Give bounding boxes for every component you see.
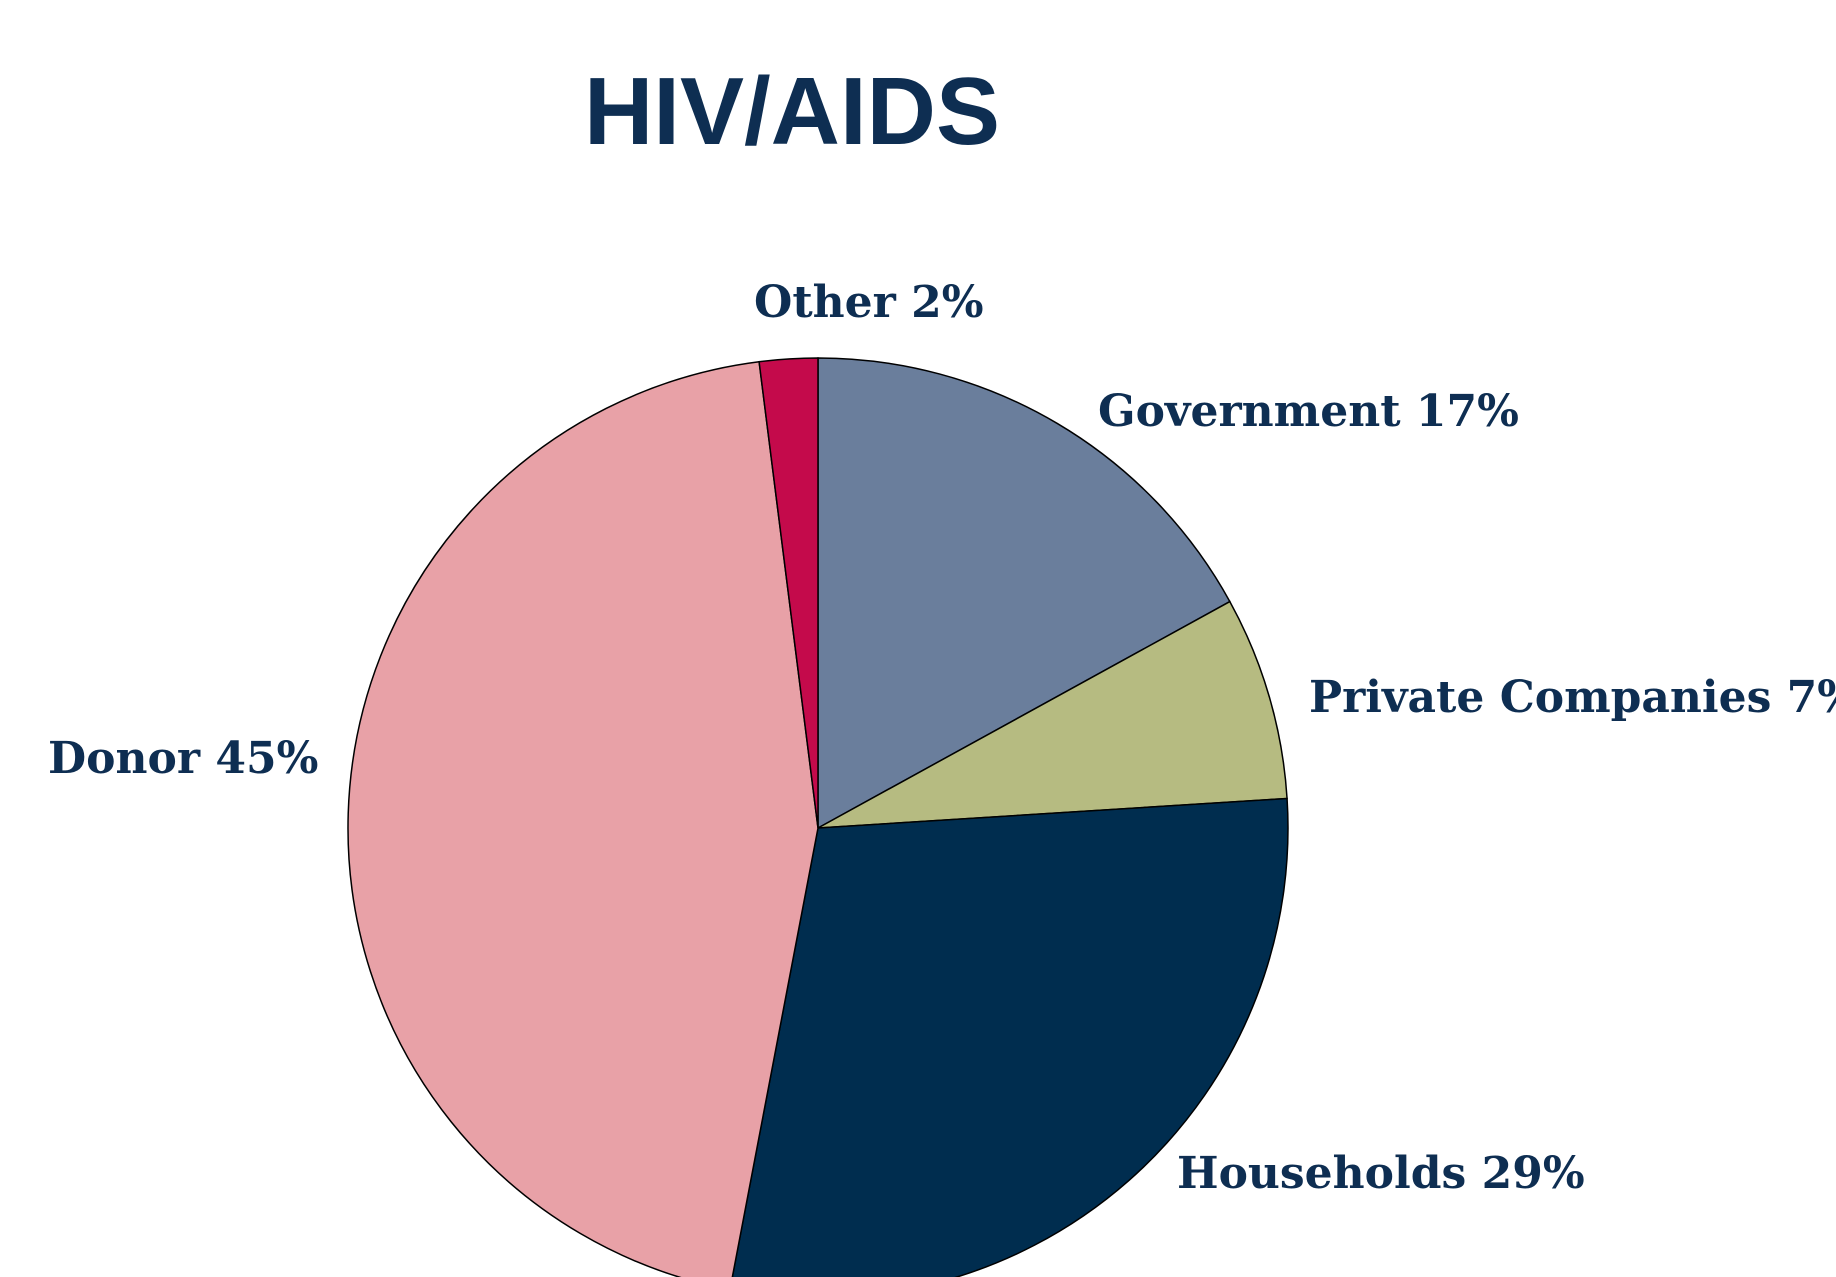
chart-title: HIV/AIDS bbox=[584, 58, 1000, 165]
pie-slice-private-companies bbox=[817, 600, 1288, 829]
slice-label-other: Other 2% bbox=[754, 277, 984, 328]
slice-label-households: Households 29% bbox=[1177, 1148, 1585, 1199]
slice-label-donor: Donor 45% bbox=[48, 733, 318, 784]
pie-slice-other bbox=[758, 357, 819, 829]
pie-slice-government bbox=[817, 357, 1231, 830]
pie-slice-households bbox=[731, 797, 1289, 1277]
slice-label-private-companies: Private Companies 7% bbox=[1309, 672, 1836, 723]
pie-slice-donor bbox=[347, 360, 819, 1277]
pie-slices bbox=[347, 357, 1289, 1277]
slice-label-government: Government 17% bbox=[1098, 386, 1519, 437]
